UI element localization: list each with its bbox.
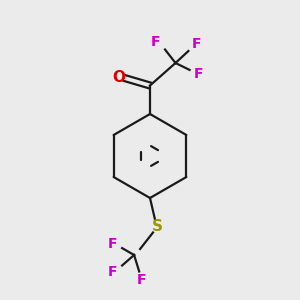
Text: F: F [194, 67, 204, 80]
Text: S: S [152, 219, 163, 234]
Text: O: O [112, 70, 126, 85]
Text: F: F [151, 35, 161, 49]
Text: F: F [108, 265, 118, 278]
Text: F: F [108, 237, 118, 250]
Text: F: F [192, 38, 202, 51]
Text: F: F [137, 274, 146, 287]
